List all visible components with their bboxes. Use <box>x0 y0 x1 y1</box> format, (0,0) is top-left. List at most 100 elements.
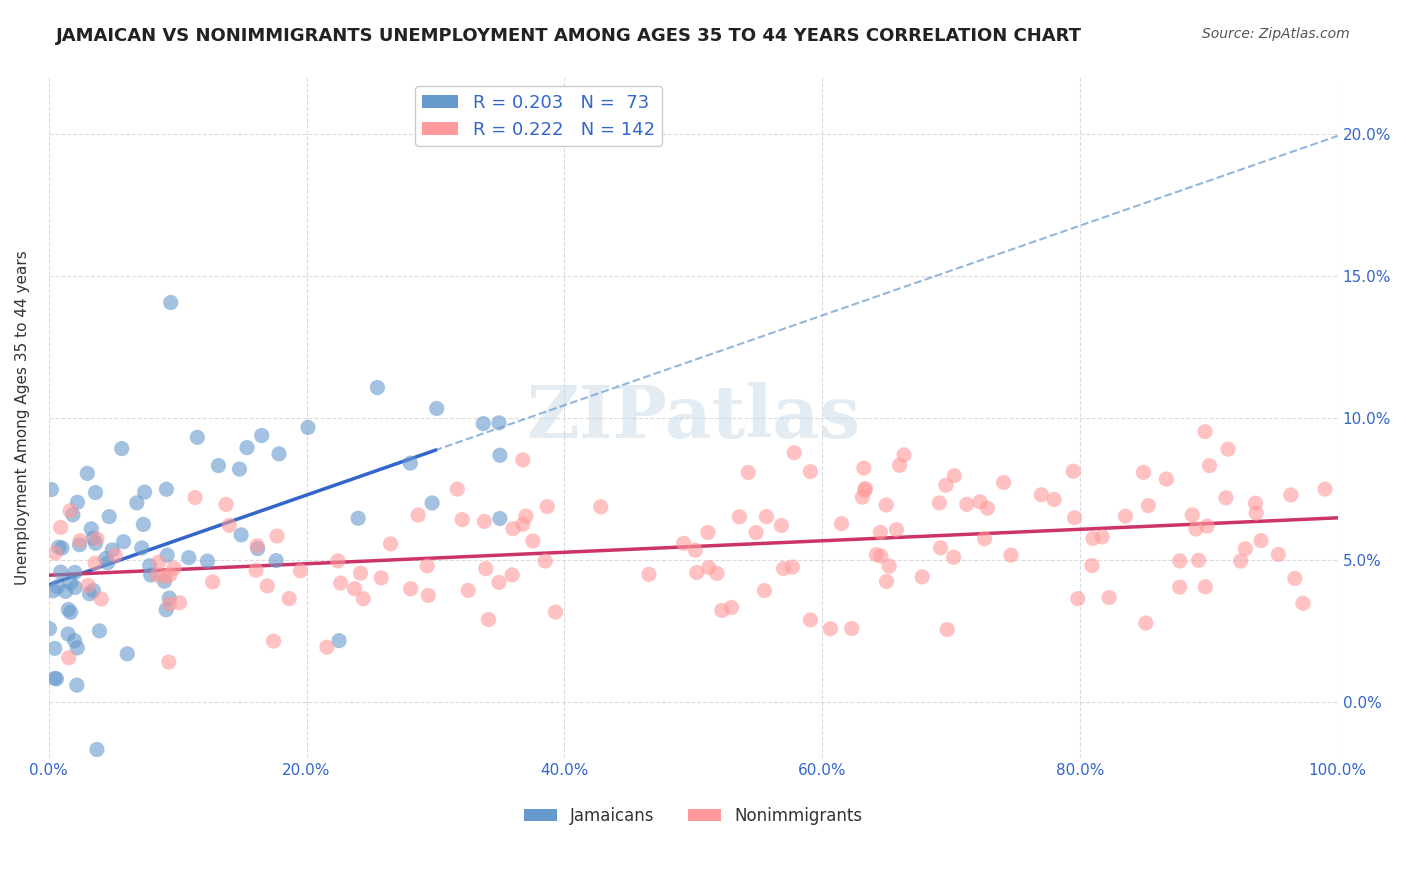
Point <box>889 458 911 473</box>
Point <box>370 571 392 585</box>
Point <box>59 575 82 590</box>
Point <box>66 495 89 509</box>
Point <box>706 566 728 581</box>
Point <box>263 634 285 648</box>
Point <box>399 582 422 596</box>
Point <box>512 453 534 467</box>
Point <box>153 569 176 583</box>
Point <box>159 597 181 611</box>
Point <box>720 600 742 615</box>
Point <box>155 483 177 497</box>
Point <box>929 541 952 555</box>
Point <box>936 623 959 637</box>
Y-axis label: Unemployment Among Ages 35 to 44 years: Unemployment Among Ages 35 to 44 years <box>15 251 30 585</box>
Point <box>770 518 793 533</box>
Point <box>55 584 77 599</box>
Point <box>672 536 695 550</box>
Point <box>893 448 915 462</box>
Point <box>928 496 950 510</box>
Point <box>696 525 718 540</box>
Point <box>349 566 371 581</box>
Point <box>1244 506 1267 520</box>
Point <box>329 576 352 591</box>
Point <box>58 650 80 665</box>
Point <box>1215 491 1237 505</box>
Point <box>90 592 112 607</box>
Text: ZIPatlas: ZIPatlas <box>526 383 860 453</box>
Point <box>488 575 510 590</box>
Point <box>1195 519 1218 533</box>
Point <box>697 560 720 574</box>
Point <box>875 498 897 512</box>
Point <box>148 555 170 569</box>
Text: Source: ZipAtlas.com: Source: ZipAtlas.com <box>1202 27 1350 41</box>
Point <box>544 605 567 619</box>
Point <box>1000 548 1022 562</box>
Point <box>457 583 479 598</box>
Point <box>246 541 269 556</box>
Point <box>451 513 474 527</box>
Point <box>44 641 66 656</box>
Point <box>163 561 186 575</box>
Point <box>82 583 104 598</box>
Point <box>943 468 966 483</box>
Point <box>522 533 544 548</box>
Point <box>1194 425 1216 439</box>
Point <box>502 522 524 536</box>
Point <box>94 551 117 566</box>
Point <box>77 578 100 592</box>
Point <box>104 548 127 562</box>
Point <box>1194 580 1216 594</box>
Point <box>69 538 91 552</box>
Point <box>45 672 67 686</box>
Point <box>49 565 72 579</box>
Point <box>63 581 86 595</box>
Point <box>772 561 794 575</box>
Point <box>326 554 349 568</box>
Point <box>1198 458 1220 473</box>
Point <box>1234 541 1257 556</box>
Point <box>1062 464 1084 478</box>
Point <box>169 596 191 610</box>
Point <box>86 742 108 756</box>
Point <box>131 541 153 555</box>
Point <box>44 546 66 560</box>
Point <box>250 428 273 442</box>
Point <box>155 603 177 617</box>
Point <box>157 591 180 605</box>
Point <box>153 574 176 589</box>
Point <box>876 574 898 589</box>
Point <box>1279 488 1302 502</box>
Point <box>352 591 374 606</box>
Point <box>115 647 138 661</box>
Point <box>869 525 891 540</box>
Point <box>869 549 891 563</box>
Point <box>215 497 238 511</box>
Point <box>328 633 350 648</box>
Point <box>84 556 107 570</box>
Point <box>911 570 934 584</box>
Point <box>246 539 269 553</box>
Point <box>66 678 89 692</box>
Point <box>256 579 278 593</box>
Point <box>159 295 181 310</box>
Point <box>159 567 181 582</box>
Point <box>267 447 290 461</box>
Point <box>1313 482 1336 496</box>
Point <box>366 380 388 394</box>
Point <box>1063 510 1085 524</box>
Point <box>474 515 496 529</box>
Point <box>942 550 965 565</box>
Point <box>993 475 1015 490</box>
Point <box>841 622 863 636</box>
Point <box>1267 548 1289 562</box>
Point <box>418 589 440 603</box>
Point <box>1031 488 1053 502</box>
Point <box>69 533 91 548</box>
Point <box>63 566 86 580</box>
Point <box>477 613 499 627</box>
Point <box>1187 553 1209 567</box>
Point <box>84 485 107 500</box>
Point <box>1043 492 1066 507</box>
Point <box>853 483 876 498</box>
